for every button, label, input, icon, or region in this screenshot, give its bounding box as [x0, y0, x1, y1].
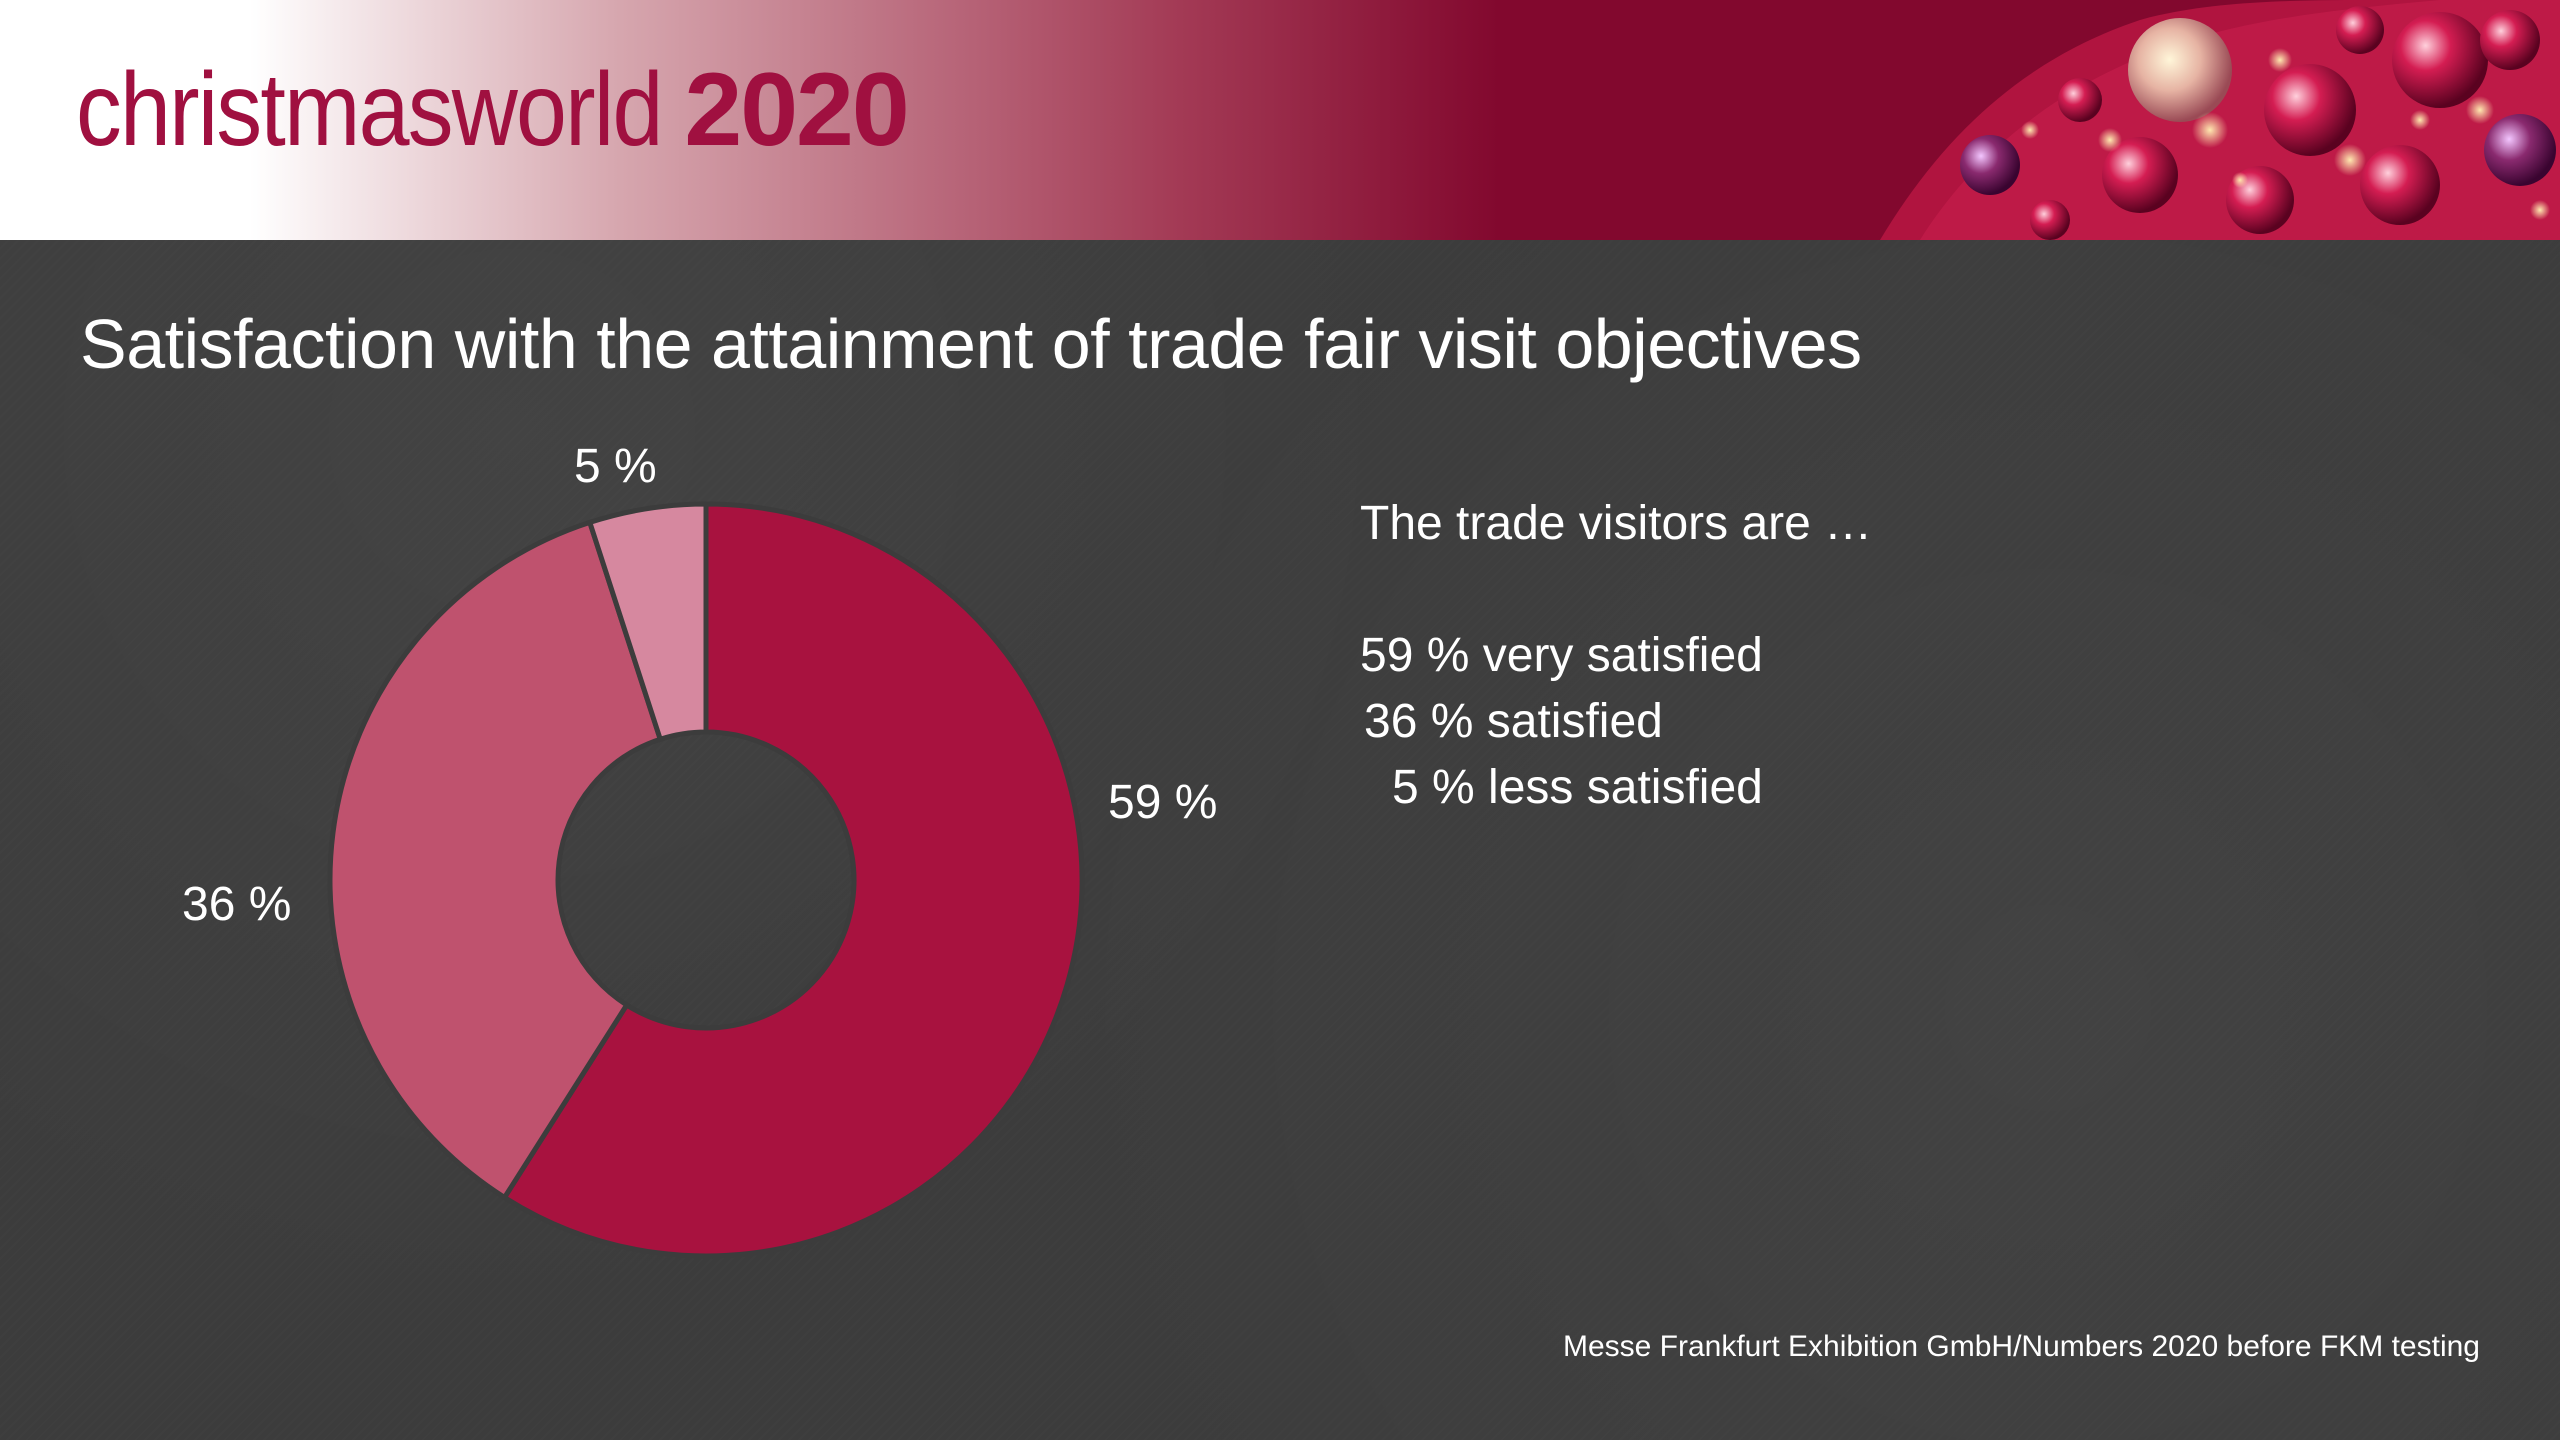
donut-label-59: 59 % [1108, 776, 1217, 829]
slide-title: Satisfaction with the attainment of trad… [80, 305, 1862, 383]
donut-slice-36 [327, 519, 664, 1201]
donut-slice-59 [501, 501, 1085, 1259]
donut-label-5: 5 % [574, 440, 657, 493]
source-note: Messe Frankfurt Exhibition GmbH/Numbers … [1562, 1330, 2480, 1363]
legend-line-satisfied: 36 % satisfied [1364, 695, 1663, 748]
legend-line-very-satisfied: 59 % very satisfied [1360, 629, 1763, 682]
donut-slices [327, 501, 1085, 1259]
donut-labels: 59 % 36 % 5 % [182, 440, 1217, 931]
logo-word: christmasworld [76, 52, 663, 168]
legend-line-less-satisfied: 5 % less satisfied [1392, 761, 1763, 814]
donut-slice-5 [586, 501, 709, 743]
christmasworld-logo: christmasworld 2020 [76, 52, 910, 168]
header-banner: christmasworld 2020 [0, 0, 2560, 240]
logo-year: 2020 [684, 52, 909, 168]
legend-intro: The trade visitors are … [1360, 497, 1873, 550]
christmas-ornaments-image [1880, 0, 2560, 240]
donut-label-36: 36 % [182, 878, 291, 931]
